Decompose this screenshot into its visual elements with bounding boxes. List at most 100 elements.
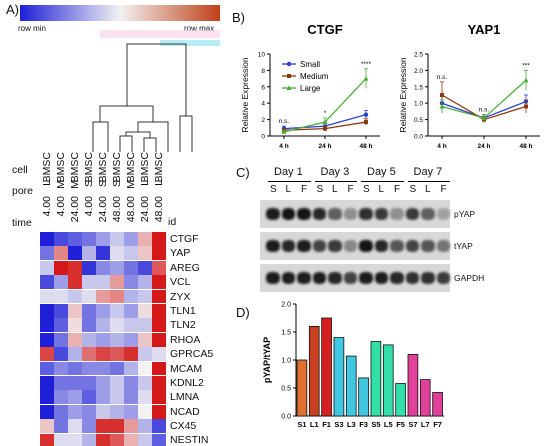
heatmap-cell: [82, 376, 96, 390]
panel-d-letter: D): [236, 305, 250, 320]
heatmap-cell: [138, 376, 152, 390]
heatmap-cell: [124, 404, 138, 419]
y-tick-label: 2.0: [281, 302, 291, 309]
heatmap-cell: [54, 318, 68, 333]
gene-label: NESTIN: [170, 434, 209, 446]
gene-label: YAP: [170, 247, 191, 260]
heatmap-cell: [68, 232, 82, 246]
heatmap-cell: [124, 260, 138, 275]
x-tick-label: F1: [322, 420, 331, 429]
heatmap-cell: [138, 361, 152, 376]
y-tick-label: 1.5: [414, 84, 423, 91]
bar: [345, 355, 357, 417]
heatmap-cell: [54, 404, 68, 419]
heatmap-col-time: 24.00: [97, 196, 109, 223]
heatmap-cell: [40, 433, 54, 446]
heatmap-cell: [96, 419, 110, 434]
yap1-line-chart: YAP1 Relative Expression 0.0 0.5 1.0 1.5 2.0 2.…: [398, 22, 540, 150]
y-tick-label: 0.0: [414, 134, 423, 141]
heatmap-cell: [68, 433, 82, 446]
heatmap-cell: [68, 361, 82, 376]
heatmap-cell: [96, 332, 110, 347]
heatmap-col-pore: L: [139, 180, 151, 186]
blot-band: [359, 208, 373, 220]
pyap-tyap-bar-chart: pYAP/tYAP 0.0 0.5 1.0 1.5 2.0 S1 L1 F1 S3 L3 F3 S5 L5…: [262, 302, 444, 429]
heatmap-cell: [54, 275, 68, 290]
heatmap-cell: [152, 318, 166, 333]
blot-day-label: Day 1: [274, 166, 303, 178]
heatmap-cell: [82, 332, 96, 347]
heatmap-cell: [152, 390, 166, 405]
colorscale-max-label: row max: [184, 24, 215, 33]
heatmap-cell: [82, 246, 96, 261]
heatmap-cell: [54, 260, 68, 275]
heatmap-col-pore: M: [69, 180, 81, 189]
data-point: [524, 104, 528, 109]
y-axis-label: Relative Expression: [240, 57, 250, 132]
blot-band: [328, 272, 342, 284]
blot-band: [421, 240, 435, 252]
heatmap-col-cell: BMSC: [125, 152, 137, 183]
heatmap-cell: [68, 347, 82, 362]
y-tick-label: 8: [261, 68, 265, 75]
heatmap-cell: [110, 332, 124, 347]
heatmap-cell: [152, 361, 166, 376]
heatmap-cell: [110, 260, 124, 275]
blot-band: [390, 208, 404, 220]
y-tick-label: 4: [261, 101, 265, 108]
heatmap-cell: [40, 246, 54, 261]
x-tick-label: 48 h: [359, 143, 372, 150]
blot-band: [405, 272, 419, 284]
heatmap-cell: [96, 304, 110, 318]
heatmap-cell: [124, 376, 138, 390]
id-column-label: id: [168, 216, 177, 228]
blot-band: [359, 272, 373, 284]
heatmap-cell: [110, 376, 124, 390]
heatmap-cell: [40, 404, 54, 419]
heatmap-cell: [96, 347, 110, 362]
y-tick-label: 1.5: [281, 330, 291, 337]
data-point: [281, 129, 287, 134]
heatmap-cell: [152, 347, 166, 362]
heatmap-cell: [82, 304, 96, 318]
gene-label: NCAD: [170, 405, 200, 418]
legend-marker: [286, 61, 292, 67]
blot-lane-label: L: [378, 184, 385, 195]
heatmap-col-cell: BMSC: [69, 152, 81, 183]
x-tick-label: 4 h: [279, 143, 288, 150]
gene-label: ZYX: [170, 290, 191, 303]
blot-day-label: Day 5: [367, 166, 396, 178]
colorscale-min-label: row min: [18, 24, 47, 33]
blot-band: [312, 272, 326, 284]
x-tick-label: F3: [359, 420, 368, 429]
heatmap-cell: [82, 361, 96, 376]
heatmap-cell: [40, 376, 54, 390]
heatmap-cell: [40, 361, 54, 376]
blot-lane-label: L: [425, 184, 431, 195]
heatmap-cell: [54, 347, 68, 362]
blot-band: [343, 272, 357, 284]
blot-band: [405, 208, 419, 220]
gene-label: TLN1: [170, 304, 196, 317]
heatmap-cell: [96, 404, 110, 419]
y-tick-label: 1.0: [414, 101, 423, 108]
heatmap-cell: [152, 232, 166, 246]
heatmap-col-time: 4.00: [83, 196, 95, 217]
heatmap-cell: [152, 275, 166, 290]
heatmap-cell: [138, 404, 152, 419]
blot-lane-label: S: [270, 184, 277, 195]
bar: [407, 354, 419, 417]
data-point: [481, 115, 487, 120]
heatmap-cell: [124, 347, 138, 362]
heatmap-cell: [82, 318, 96, 333]
heatmap-cell: [68, 332, 82, 347]
heatmap-cell: [40, 275, 54, 290]
heatmap-col-pore: M: [55, 180, 67, 189]
heatmap-cell: [40, 347, 54, 362]
legend-label: Small: [300, 60, 320, 69]
bar: [296, 359, 308, 417]
heatmap-cell: [152, 246, 166, 261]
heatmap-cell: [68, 404, 82, 419]
heatmap-cell: [110, 347, 124, 362]
x-tick-label: S5: [371, 420, 380, 429]
